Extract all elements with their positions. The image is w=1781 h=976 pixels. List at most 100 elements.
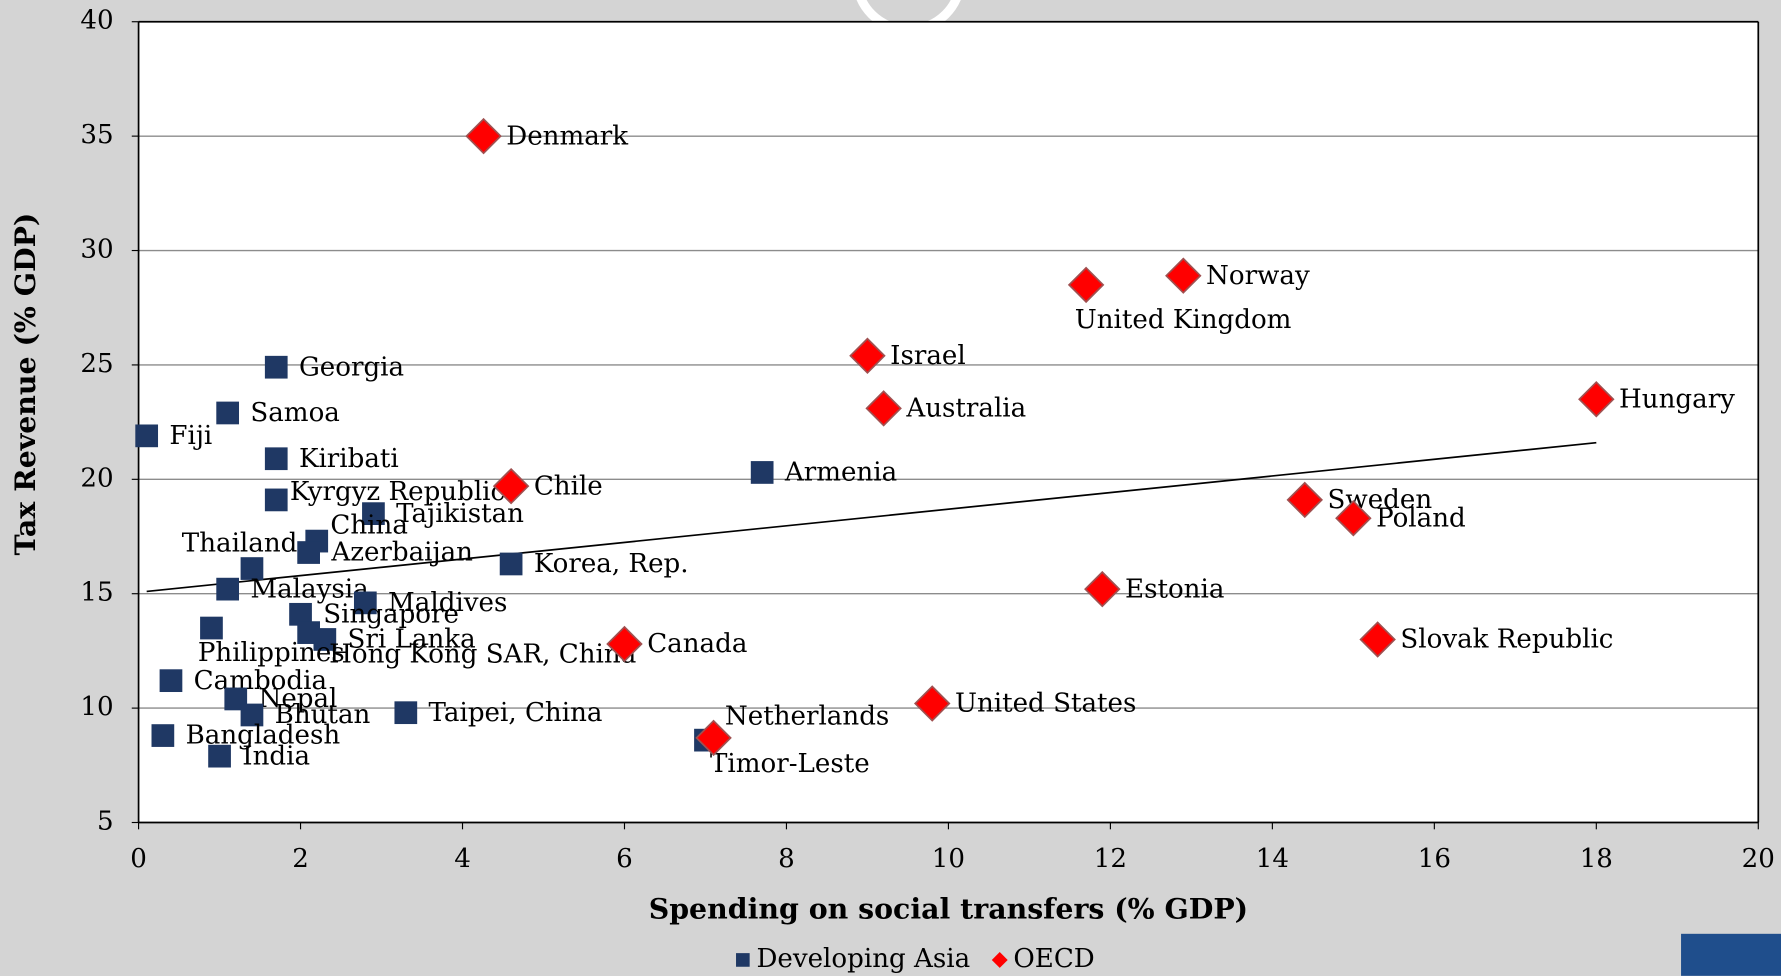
y-tick-label: 40 bbox=[80, 6, 113, 36]
point-label: Singapore bbox=[323, 599, 459, 629]
marker bbox=[1165, 257, 1202, 294]
trendline bbox=[146, 441, 1597, 593]
point-label: Malaysia bbox=[250, 574, 368, 604]
point-label: Azerbaijan bbox=[330, 538, 473, 568]
x-tick-label: 12 bbox=[1094, 844, 1127, 874]
point-label: Fiji bbox=[169, 421, 212, 451]
point-label: Hungary bbox=[1619, 384, 1735, 414]
x-tick-label: 8 bbox=[778, 844, 795, 874]
x-tick-label: 14 bbox=[1256, 844, 1289, 874]
y-tick-label: 15 bbox=[80, 578, 113, 608]
point-label: Nepal bbox=[258, 684, 337, 714]
marker bbox=[865, 390, 902, 427]
marker bbox=[240, 557, 264, 580]
marker bbox=[362, 502, 385, 525]
x-tick-label: 6 bbox=[616, 844, 633, 874]
marker bbox=[264, 447, 288, 471]
legend-label: OECD bbox=[1013, 944, 1094, 974]
x-tick-label: 20 bbox=[1742, 844, 1775, 874]
marker bbox=[240, 703, 264, 727]
y-tick-label: 10 bbox=[80, 692, 113, 722]
marker bbox=[394, 701, 418, 725]
point-label: Sri Lanka bbox=[348, 625, 476, 655]
point-label: Kiribati bbox=[299, 444, 399, 474]
x-tick-label: 4 bbox=[454, 844, 471, 874]
y-tick-label: 30 bbox=[80, 235, 113, 265]
marker bbox=[216, 577, 240, 601]
point-label: India bbox=[242, 741, 310, 771]
legend-marker bbox=[991, 951, 1008, 968]
point-label: Chile bbox=[534, 471, 603, 501]
marker bbox=[1286, 481, 1324, 519]
marker bbox=[353, 591, 377, 615]
y-tick-label: 5 bbox=[97, 807, 114, 837]
marker bbox=[216, 401, 240, 425]
plot-area bbox=[138, 21, 1759, 823]
point-label: Taipei, China bbox=[429, 698, 603, 728]
point-label: United Kingdom bbox=[1075, 305, 1292, 335]
point-label: Norway bbox=[1206, 261, 1310, 291]
point-label: Hong Kong SAR, China bbox=[329, 639, 636, 669]
marker bbox=[264, 488, 288, 512]
marker bbox=[1578, 380, 1615, 418]
y-tick-label: 20 bbox=[80, 463, 113, 493]
marker bbox=[492, 467, 530, 505]
point-label: United States bbox=[955, 689, 1136, 719]
point-label: Samoa bbox=[250, 398, 339, 428]
x-tick-label: 0 bbox=[130, 844, 147, 874]
x-tick-label: 18 bbox=[1580, 844, 1613, 874]
point-label: Korea, Rep. bbox=[534, 549, 689, 579]
marker bbox=[606, 625, 643, 663]
point-label: Philippines bbox=[198, 638, 345, 668]
marker bbox=[264, 355, 288, 379]
marker bbox=[465, 117, 502, 155]
marker bbox=[849, 337, 886, 375]
marker bbox=[289, 602, 312, 626]
legend-label: Developing Asia bbox=[756, 944, 970, 974]
point-label: Denmark bbox=[506, 121, 628, 151]
corner-block bbox=[1681, 933, 1781, 976]
point-label: Cambodia bbox=[194, 666, 327, 696]
point-label: Georgia bbox=[299, 352, 404, 382]
x-tick-label: 16 bbox=[1418, 844, 1451, 874]
marker bbox=[913, 685, 951, 722]
marker bbox=[695, 719, 732, 757]
marker bbox=[1067, 266, 1105, 304]
y-tick-label: 25 bbox=[80, 349, 113, 379]
x-axis-title: Spending on social transfers (% GDP) bbox=[649, 892, 1248, 926]
marker bbox=[208, 744, 231, 768]
marker bbox=[159, 669, 183, 693]
marker bbox=[1335, 499, 1372, 537]
marker bbox=[1084, 570, 1121, 608]
point-label: Tajikistan bbox=[396, 499, 524, 529]
point-label: Thailand bbox=[182, 529, 298, 559]
marker bbox=[499, 552, 523, 576]
point-label: Armenia bbox=[784, 458, 897, 488]
point-label: Poland bbox=[1376, 503, 1466, 533]
point-label: Maldives bbox=[388, 588, 507, 618]
y-tick-label: 35 bbox=[80, 120, 113, 150]
marker bbox=[135, 424, 159, 448]
point-label: Australia bbox=[905, 394, 1026, 424]
point-label: Kyrgyz Republic bbox=[290, 477, 505, 507]
point-label: China bbox=[330, 510, 408, 540]
marker bbox=[750, 461, 774, 484]
x-tick-label: 2 bbox=[292, 844, 309, 874]
legend-marker bbox=[736, 953, 750, 967]
point-label: Timor-Leste bbox=[710, 749, 870, 779]
y-axis-title: Tax Revenue (% GDP) bbox=[8, 213, 42, 556]
point-label: Netherlands bbox=[725, 701, 889, 731]
x-tick-label: 10 bbox=[932, 844, 965, 874]
marker bbox=[151, 724, 175, 747]
point-label: Canada bbox=[647, 629, 747, 659]
point-label: Slovak Republic bbox=[1400, 625, 1613, 655]
point-label: Israel bbox=[890, 341, 966, 371]
marker bbox=[297, 541, 321, 564]
marker bbox=[297, 621, 321, 644]
point-label: Bhutan bbox=[275, 700, 371, 730]
marker bbox=[1359, 621, 1396, 658]
point-label: Estonia bbox=[1125, 574, 1224, 604]
